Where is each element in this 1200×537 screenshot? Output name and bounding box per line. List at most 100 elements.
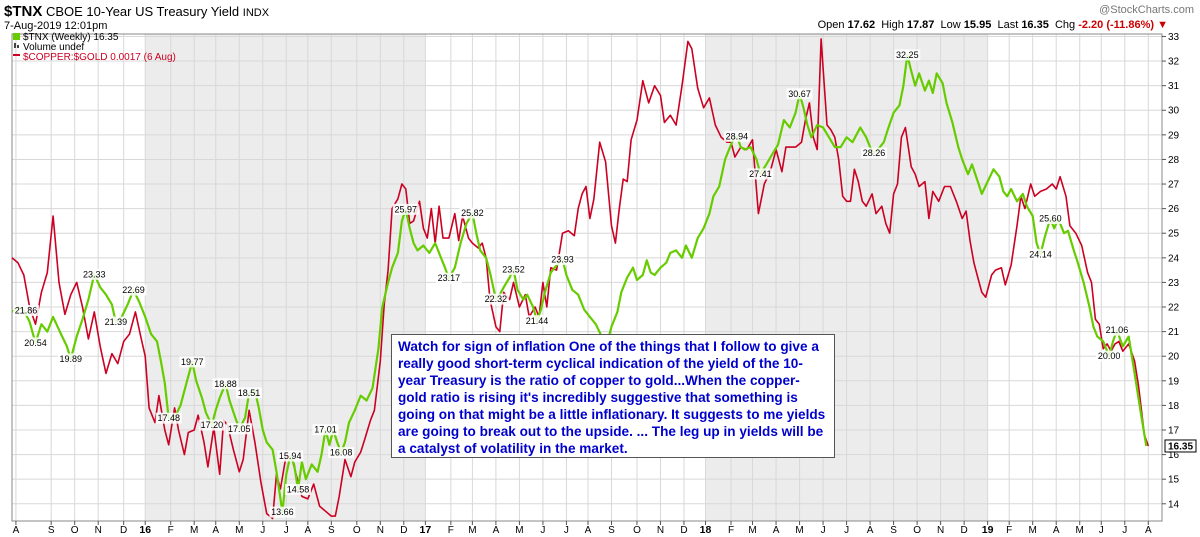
data-label: 21.44	[526, 316, 549, 326]
data-label-bg	[212, 378, 239, 390]
series-line-tnx	[11, 53, 1148, 514]
data-label-bg	[57, 353, 84, 365]
data-label-bg	[861, 147, 888, 159]
data-label-bg	[524, 315, 551, 327]
last-value: 16.35	[1021, 19, 1049, 31]
volume-bars-icon	[14, 43, 16, 48]
data-label-bg	[747, 168, 774, 180]
data-label: 17.20	[201, 420, 224, 430]
data-label: 30.67	[788, 89, 811, 99]
data-label: 17.01	[314, 425, 337, 435]
x-tick-label: 17	[420, 524, 432, 536]
last-label: Last	[997, 19, 1019, 31]
data-label-bg	[435, 272, 462, 284]
x-tick-label: N	[95, 525, 102, 536]
data-label-bg	[482, 293, 509, 305]
low-value: 15.95	[963, 19, 992, 31]
data-label: 27.41	[749, 169, 772, 179]
legend-tnx: $TNX (Weekly) 16.35	[23, 32, 119, 43]
y-tick-label: 31	[1168, 81, 1180, 92]
data-label: 20.54	[24, 338, 47, 348]
x-tick-label: S	[608, 525, 615, 536]
data-label: 22.32	[485, 294, 508, 304]
x-tick-label: M	[515, 525, 523, 536]
year-band	[145, 34, 426, 521]
data-label-bg	[1027, 248, 1054, 260]
x-tick-label: A	[212, 525, 219, 536]
y-tick-label: 24	[1168, 253, 1180, 264]
x-tick-label: M	[748, 525, 756, 536]
series-lines	[11, 38, 1150, 520]
symbol: $TNX	[4, 3, 43, 20]
data-label: 25.60	[1039, 213, 1062, 223]
x-tick-label: 19	[982, 524, 994, 536]
y-axis: 14 15 16 17 18 19 20 21 22 23 24 25 26 27 28 29 30 31 32 33	[1162, 32, 1180, 510]
x-tick-label: O	[353, 525, 361, 536]
data-label-bg	[13, 304, 39, 316]
data-label-bg	[285, 484, 312, 496]
x-tick-label: N	[657, 525, 664, 536]
high-label: High	[881, 19, 904, 31]
data-label-bg	[22, 337, 49, 349]
data-label: 18.88	[214, 379, 237, 389]
data-label: 23.93	[551, 255, 574, 265]
data-label-bg	[179, 356, 206, 368]
x-tick-label: S	[328, 525, 335, 536]
data-label: 32.25	[896, 50, 919, 60]
quote-bar: Open 17.62 High 17.87 Low 15.95 Last 16.…	[818, 19, 1168, 31]
x-tick-label: A	[867, 525, 874, 536]
watermark: @StockCharts.com	[1099, 4, 1194, 16]
x-tick-label: O	[633, 525, 641, 536]
data-label-bg	[312, 424, 339, 436]
plot-frame	[11, 33, 1163, 522]
legend-swatch-tnx	[13, 33, 20, 40]
x-tick-label: F	[728, 525, 734, 536]
y-tick-label: 19	[1168, 376, 1180, 387]
x-tick-label: 18	[700, 524, 712, 536]
chg-label: Chg	[1054, 19, 1076, 31]
x-tick-label: M	[190, 525, 198, 536]
x-tick-label: S	[890, 525, 897, 536]
x-tick-label: M	[468, 525, 476, 536]
data-label: 20.00	[1098, 351, 1121, 361]
x-tick-label: A	[585, 525, 592, 536]
legend-copper: $COPPER:$GOLD 0.0017 (6 Aug)	[23, 52, 176, 63]
data-label: 21.06	[1106, 325, 1129, 335]
y-tick-label: 28	[1168, 155, 1180, 166]
series-line-copper	[11, 38, 1150, 520]
data-label-bg	[277, 450, 304, 462]
data-label-bg	[236, 387, 263, 399]
y-tick-label: 20	[1168, 352, 1180, 363]
y-tick-label: 16	[1168, 450, 1180, 461]
x-tick-label: N	[377, 525, 384, 536]
last-value-tag	[1164, 439, 1197, 453]
y-tick-label: 17	[1168, 425, 1180, 436]
x-tick-label: J	[1122, 525, 1127, 536]
x-tick-label: A	[1145, 525, 1152, 536]
data-label: 23.17	[438, 273, 461, 283]
x-tick-label: M	[795, 525, 803, 536]
open-label: Open	[817, 19, 845, 31]
data-label: 17.48	[157, 413, 180, 423]
x-axis: A S O N D 16 F M A M J J A S O N D 17 F M A M J J A S O N D 18 F M A M J J A…	[13, 521, 1152, 536]
x-tick-label: A	[1053, 525, 1060, 536]
legend: $TNX (Weekly) 16.35 Volume undef $COPPER…	[13, 32, 176, 63]
x-tick-label: F	[168, 525, 174, 536]
data-label-bg	[500, 264, 527, 276]
chg-down-arrow-icon: ▼	[1157, 19, 1168, 31]
x-tick-label: J	[1099, 525, 1104, 536]
data-label-bg	[226, 423, 253, 435]
data-label-bg	[549, 254, 576, 266]
x-tick-label: O	[71, 525, 79, 536]
data-label-bg	[81, 268, 108, 280]
data-label: 23.33	[83, 269, 106, 279]
y-tick-label: 18	[1168, 401, 1180, 412]
data-label: 24.14	[1029, 249, 1052, 259]
data-label-bg	[392, 203, 419, 215]
data-label-bg	[1103, 324, 1130, 336]
x-tick-label: D	[120, 525, 127, 536]
data-labels: 21.86 20.54 19.89 23.33 21.39 22.69 17.48 19.77…	[13, 49, 1130, 518]
data-label-bg	[269, 506, 296, 518]
exchange: INDX	[242, 7, 270, 19]
data-label-bg	[328, 447, 355, 459]
